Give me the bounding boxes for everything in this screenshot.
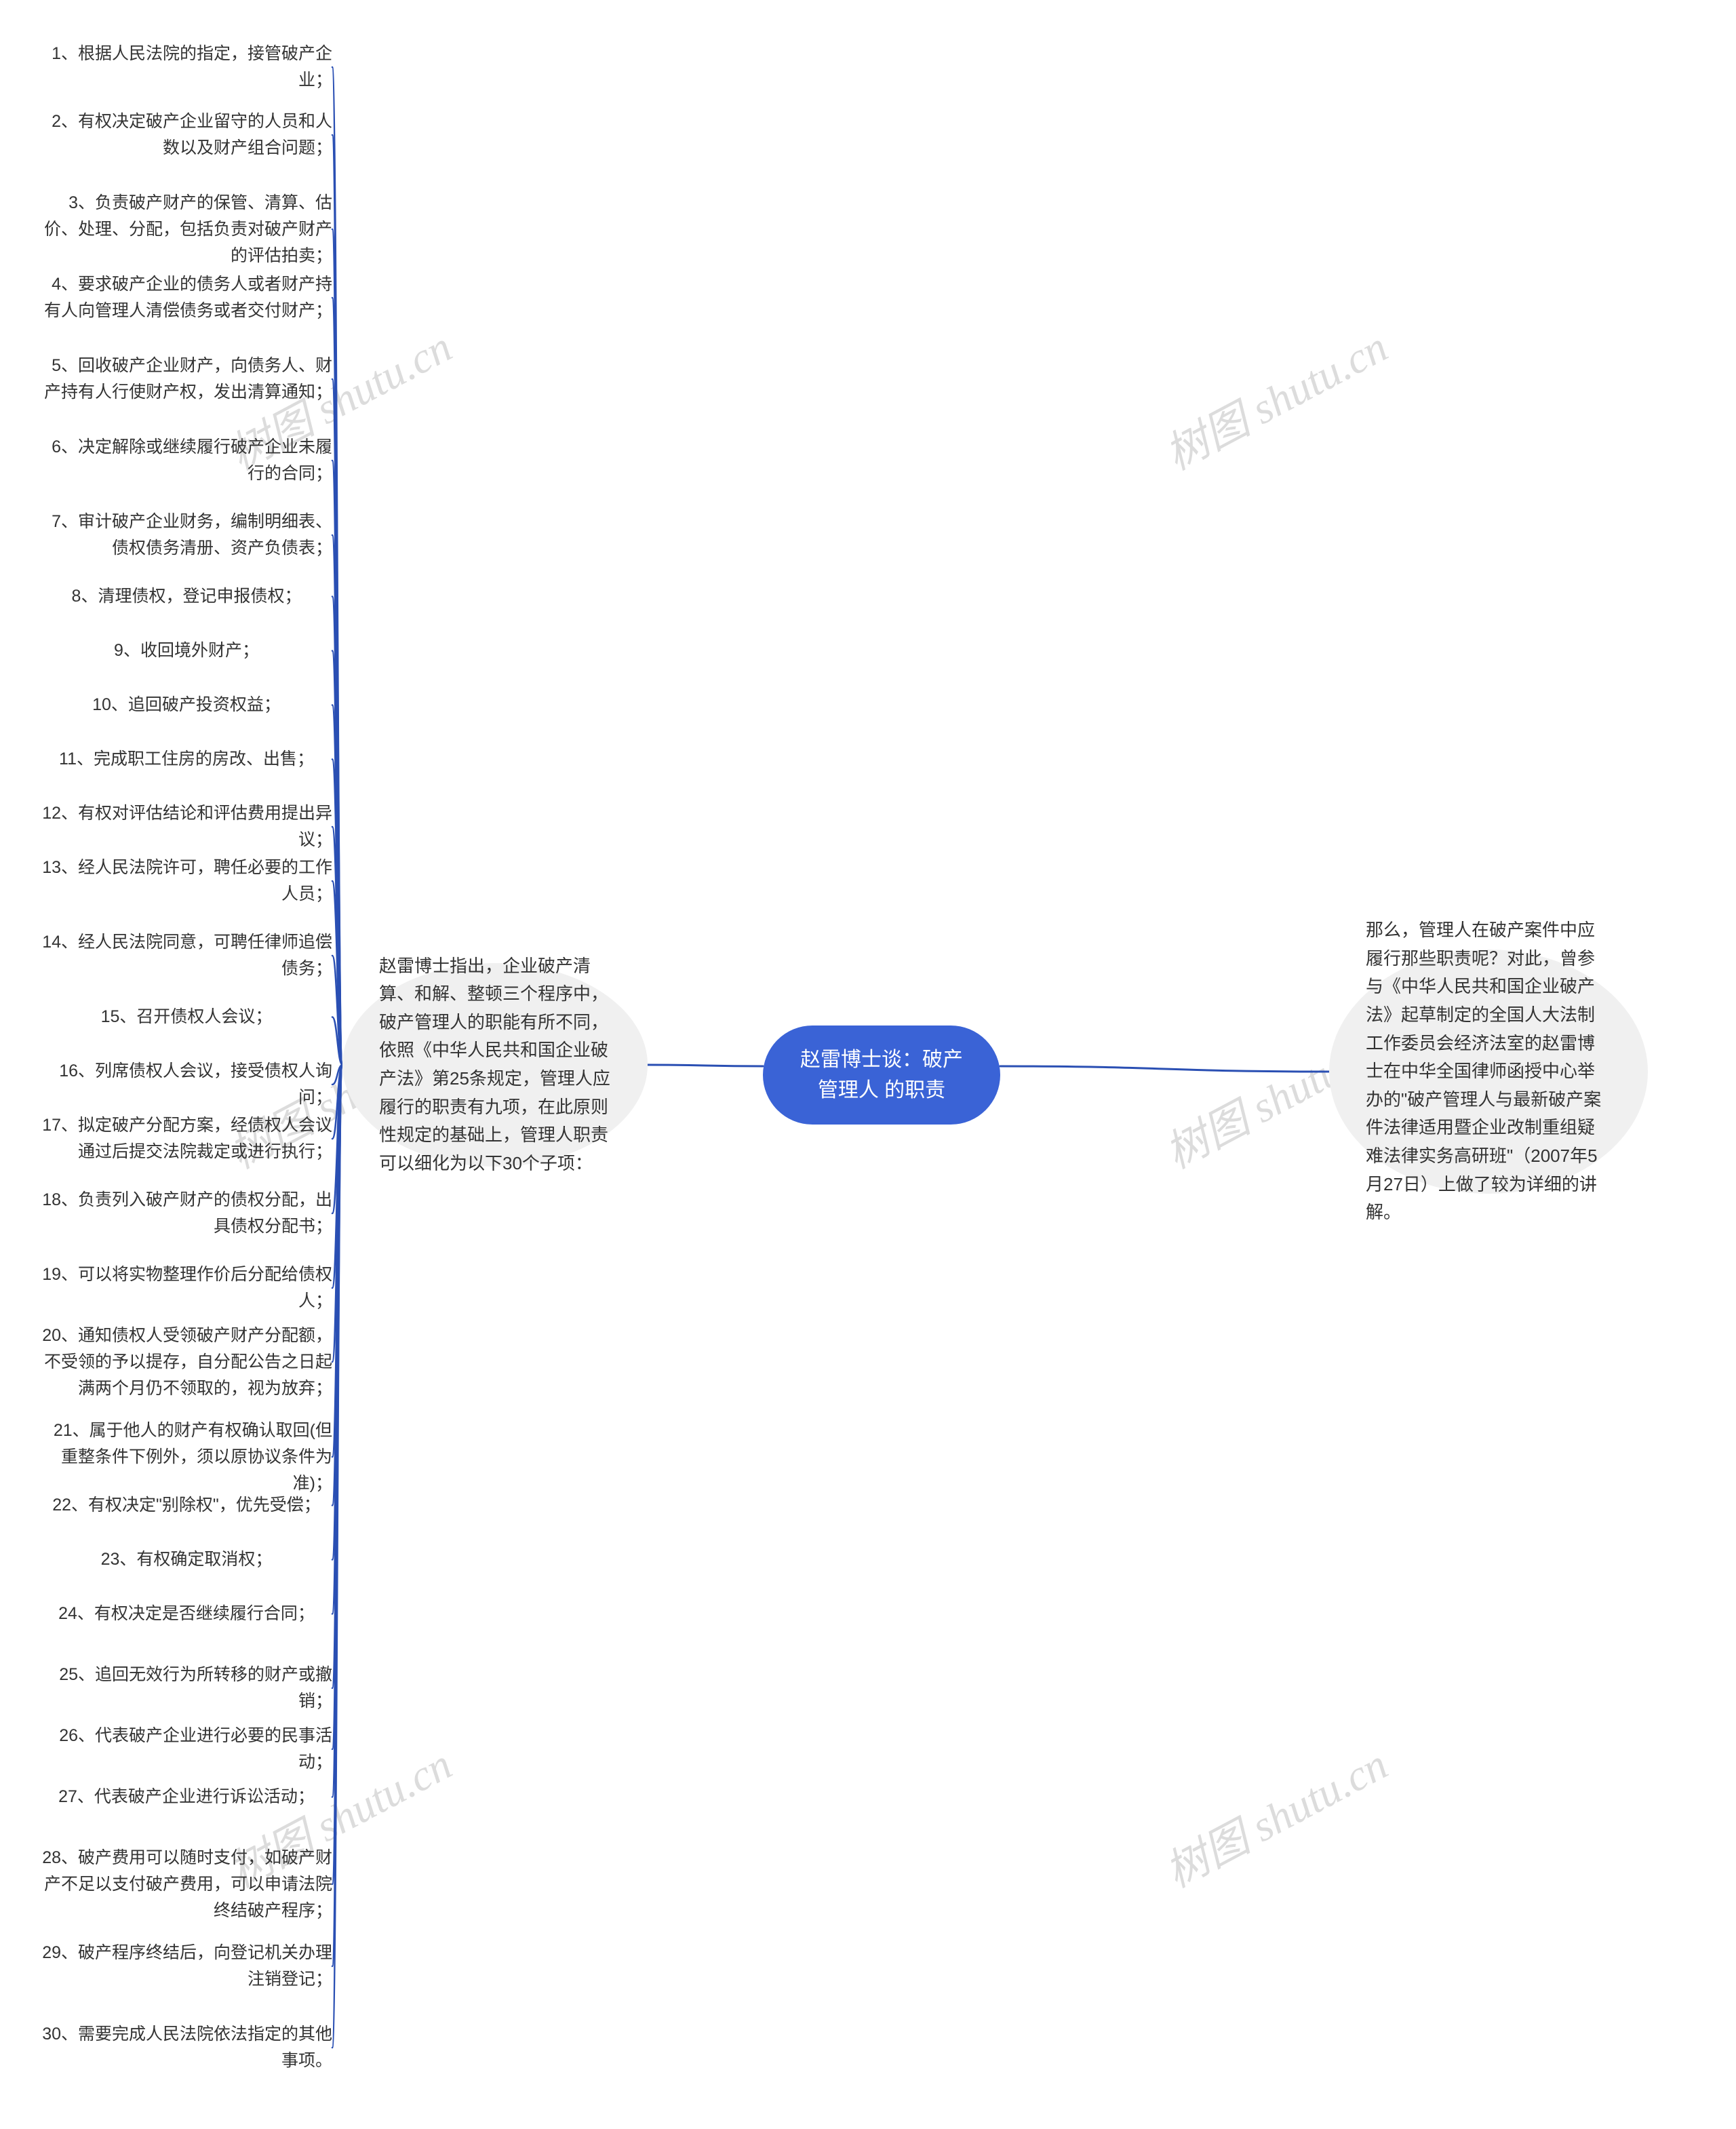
leaf-item-17[interactable]: 17、拟定破产分配方案，经债权人会议通过后提交法院裁定或进行执行； <box>41 1112 332 1165</box>
leaf-item-1[interactable]: 1、根据人民法院的指定，接管破产企业； <box>41 41 332 94</box>
leaf-item-4[interactable]: 4、要求破产企业的债务人或者财产持有人向管理人清偿债务或者交付财产； <box>41 271 332 324</box>
leaf-item-16[interactable]: 16、列席债权人会议，接受债权人询问； <box>41 1058 332 1111</box>
leaf-item-18[interactable]: 18、负责列入破产财产的债权分配，出具债权分配书； <box>41 1187 332 1240</box>
leaf-item-9[interactable]: 9、收回境外财产； <box>41 638 332 664</box>
watermark: 树图 shutu.cn <box>1152 313 1396 482</box>
leaf-item-7[interactable]: 7、审计破产企业财务，编制明细表、债权债务清册、资产负债表； <box>41 509 332 562</box>
leaf-item-13[interactable]: 13、经人民法院许可，聘任必要的工作人员； <box>41 855 332 907</box>
leaf-item-20[interactable]: 20、通知债权人受领破产财产分配额，不受领的予以提存，自分配公告之日起满两个月仍… <box>41 1323 332 1401</box>
leaf-item-21[interactable]: 21、属于他人的财产有权确认取回(但重整条件下例外，须以原协议条件为准)； <box>41 1418 332 1496</box>
leaf-item-12[interactable]: 12、有权对评估结论和评估费用提出异议； <box>41 800 332 853</box>
leaf-item-19[interactable]: 19、可以将实物整理作价后分配给债权人； <box>41 1262 332 1314</box>
leaf-item-10[interactable]: 10、追回破产投资权益； <box>41 692 332 718</box>
leaf-item-28[interactable]: 28、破产费用可以随时支付，如破产财产不足以支付破产费用，可以申请法院终结破产程… <box>41 1845 332 1923</box>
leaf-item-29[interactable]: 29、破产程序终结后，向登记机关办理注销登记； <box>41 1940 332 1993</box>
leaf-item-23[interactable]: 23、有权确定取消权； <box>41 1546 332 1573</box>
leaf-item-2[interactable]: 2、有权决定破产企业留守的人员和人数以及财产组合问题； <box>41 109 332 161</box>
leaf-item-27[interactable]: 27、代表破产企业进行诉讼活动； <box>41 1784 332 1810</box>
leaf-item-22[interactable]: 22、有权决定"别除权"，优先受偿； <box>41 1492 332 1519</box>
left-bubble[interactable]: 赵雷博士指出，企业破产清算、和解、整顿三个程序中，破产管理人的职能有所不同，依照… <box>342 963 648 1167</box>
leaf-item-26[interactable]: 26、代表破产企业进行必要的民事活动； <box>41 1723 332 1776</box>
right-bubble[interactable]: 那么，管理人在破产案件中应履行那些职责呢？对此，曾参与《中华人民共和国企业破产法… <box>1329 950 1648 1194</box>
mindmap-canvas: 树图 shutu.cn 树图 shutu.cn 树图 shutu.cn 树图 s… <box>0 0 1736 2129</box>
leaf-item-11[interactable]: 11、完成职工住房的房改、出售； <box>41 746 332 773</box>
leaf-item-3[interactable]: 3、负责破产财产的保管、清算、估价、处理、分配，包括负责对破产财产的评估拍卖； <box>41 190 332 269</box>
leaf-item-25[interactable]: 25、追回无效行为所转移的财产或撤销； <box>41 1662 332 1715</box>
leaf-item-8[interactable]: 8、清理债权，登记申报债权； <box>41 583 332 610</box>
leaf-item-24[interactable]: 24、有权决定是否继续履行合同； <box>41 1601 332 1627</box>
leaf-item-14[interactable]: 14、经人民法院同意，可聘任律师追偿债务； <box>41 929 332 982</box>
leaf-item-5[interactable]: 5、回收破产企业财产，向债务人、财产持有人行使财产权，发出清算通知； <box>41 353 332 406</box>
leaf-item-30[interactable]: 30、需要完成人民法院依法指定的其他事项。 <box>41 2021 332 2074</box>
leaf-item-15[interactable]: 15、召开债权人会议； <box>41 1004 332 1030</box>
watermark: 树图 shutu.cn <box>1152 1730 1396 1900</box>
leaf-item-6[interactable]: 6、决定解除或继续履行破产企业未履行的合同； <box>41 434 332 487</box>
center-node[interactable]: 赵雷博士谈：破产管理人 的职责 <box>763 1026 1000 1125</box>
